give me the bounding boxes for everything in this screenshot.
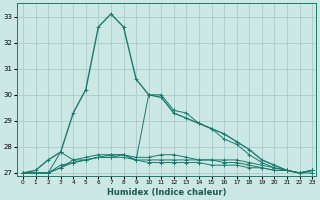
- X-axis label: Humidex (Indice chaleur): Humidex (Indice chaleur): [107, 188, 226, 197]
